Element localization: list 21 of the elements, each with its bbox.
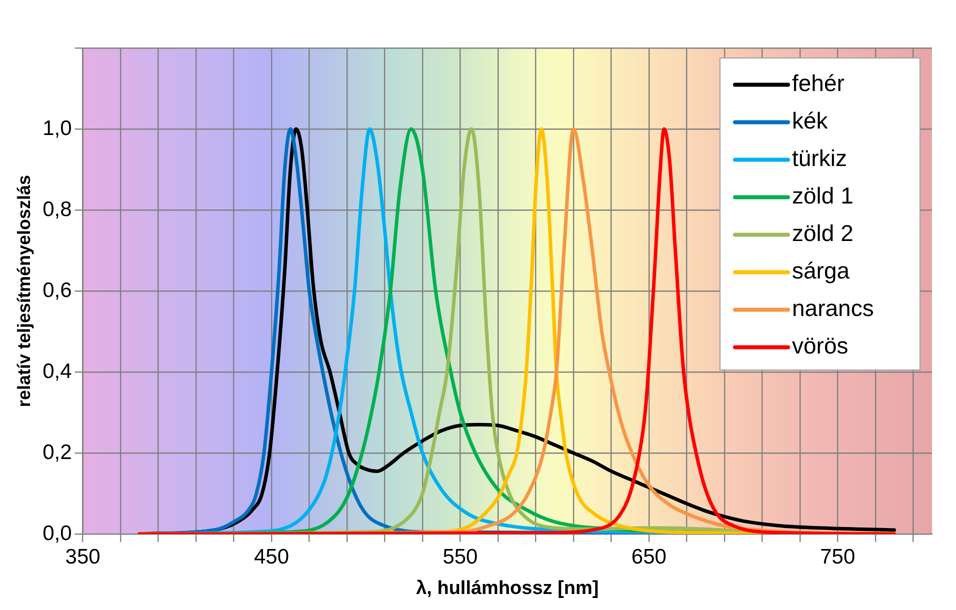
legend-label: zöld 1 (792, 182, 854, 209)
y-axis-title: relatív teljesítményeloszlás (14, 174, 34, 408)
x-tick-label: 750 (820, 545, 856, 568)
x-tick-label: 350 (65, 545, 100, 568)
legend-label: zöld 2 (792, 220, 854, 246)
y-tick-label: 0,8 (42, 198, 72, 221)
legend-label: kék (792, 108, 828, 134)
x-tick-label: 650 (631, 545, 666, 568)
x-axis-title: λ, hullámhossz [nm] (416, 578, 599, 599)
legend-label: sárga (792, 258, 850, 284)
y-tick-label: 0,0 (42, 522, 72, 545)
y-tick-label: 0,2 (42, 440, 72, 464)
legend-label: fehér (792, 70, 845, 96)
legend-label: narancs (792, 295, 874, 322)
y-tick-label: 0,6 (42, 278, 72, 302)
legend-label: vörös (792, 332, 848, 359)
y-tick-label: 0,4 (42, 360, 72, 383)
legend-label: türkiz (792, 145, 847, 172)
y-tick-label: 1,0 (42, 116, 72, 140)
x-tick-label: 450 (254, 545, 290, 568)
x-tick-label: 550 (442, 545, 478, 568)
